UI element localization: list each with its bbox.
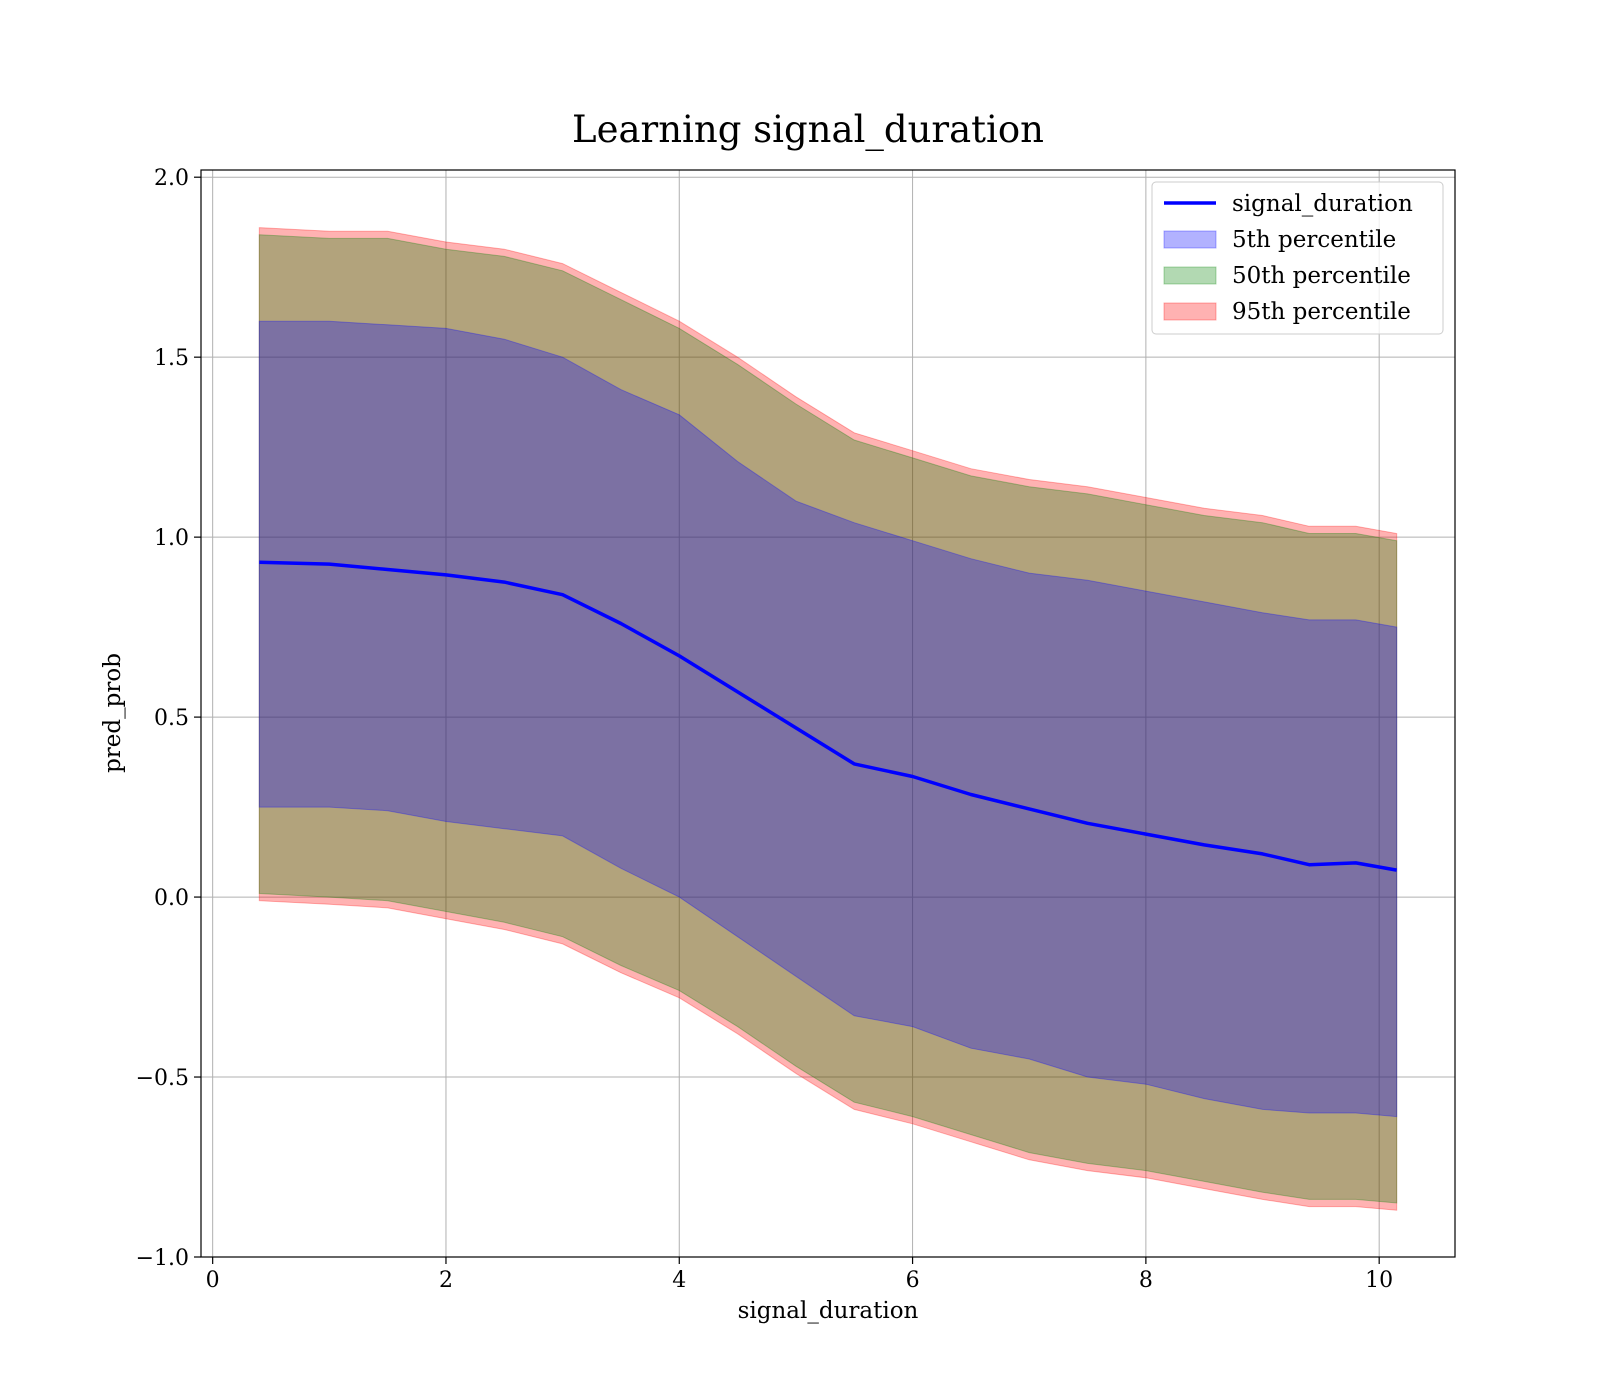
band-95th-percentile: [258, 227, 1398, 1211]
y-tick-label: 0.0: [154, 886, 189, 911]
y-tick-label: 2.0: [154, 166, 189, 191]
y-tick-label: 1.5: [154, 346, 189, 371]
y-tick-label: 0.5: [154, 706, 189, 731]
band-5th-percentile: [258, 320, 1398, 1118]
series-line-signal-duration: [259, 560, 1398, 872]
x-tick-label: 4: [672, 1268, 686, 1293]
legend-label: signal_duration: [1232, 191, 1413, 217]
legend-label: 5th percentile: [1232, 227, 1396, 253]
x-tick-label: 2: [439, 1268, 453, 1293]
y-tick-label: −0.5: [136, 1066, 189, 1091]
legend-swatch-band: [1163, 266, 1217, 285]
legend-label: 50th percentile: [1232, 263, 1411, 289]
legend-swatch-band: [1163, 230, 1217, 249]
x-tick-label: 10: [1365, 1268, 1393, 1293]
x-tick-label: 6: [906, 1268, 920, 1293]
plot-frame: [200, 169, 1456, 1258]
y-tick-label: 1.0: [154, 526, 189, 551]
legend: signal_duration 5th percentile 50th percen…: [1151, 181, 1444, 335]
y-axis-label: pred_prob: [100, 653, 126, 773]
legend-swatch-band: [1163, 302, 1217, 321]
legend-box: [1151, 181, 1444, 335]
percentile-bands: [258, 227, 1398, 1211]
x-tick-label: 8: [1139, 1268, 1153, 1293]
chart-title: Learning signal_duration: [572, 108, 1044, 152]
series-line: [259, 560, 1398, 872]
y-tick-label: −1.0: [136, 1246, 189, 1271]
legend-label: 95th percentile: [1232, 299, 1411, 325]
x-axis-label: signal_duration: [738, 1298, 919, 1324]
x-axis-ticks: 0 2 4 6 8 10: [206, 1257, 1393, 1293]
y-axis-ticks: −1.0 −0.5 0.0 0.5 1.0 1.5 2.0: [136, 166, 201, 1271]
band-50th-percentile: [258, 234, 1398, 1204]
x-tick-label: 0: [206, 1268, 220, 1293]
grid-lines: [201, 170, 1455, 1258]
